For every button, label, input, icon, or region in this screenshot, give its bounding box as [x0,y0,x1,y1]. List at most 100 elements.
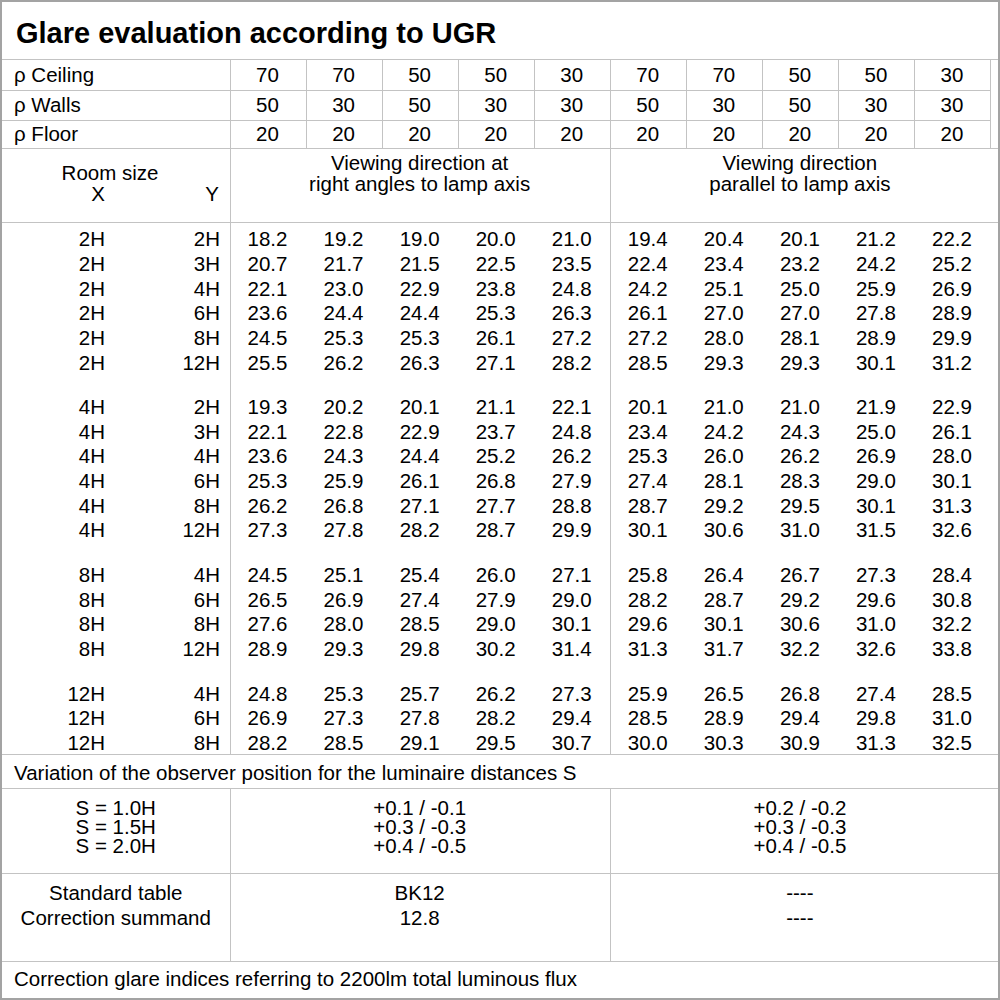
ugr-value: 28.5 [610,351,686,376]
ugr-value: 30.0 [610,731,686,756]
ugr-value: 28.5 [306,731,382,756]
ugr-value: 26.0 [686,444,762,469]
ugr-value: 21.7 [306,252,382,277]
room-x-value: 8H [2,563,105,588]
ugr-value: 22.1 [534,395,610,420]
reflectance-value: 30 [534,59,610,90]
reflectance-value: 20 [230,120,306,149]
ugr-value: 30.1 [838,494,914,519]
ugr-value: 21.5 [382,252,458,277]
reflectance-value: 30 [686,90,762,120]
room-y-value: 3H [105,420,230,445]
ugr-value: 24.5 [230,326,306,351]
ugr-value: 26.1 [914,420,990,445]
standard-value: ---- [610,880,990,905]
ugr-value: 28.2 [382,518,458,543]
ugr-value: 22.5 [458,252,534,277]
room-x-value: 2H [2,301,105,326]
room-y-value: 8H [105,494,230,519]
ugr-value: 26.2 [230,494,306,519]
ugr-value: 27.3 [838,563,914,588]
ugr-value: 28.4 [914,563,990,588]
ugr-value: 20.4 [686,227,762,252]
ugr-value: 19.4 [610,227,686,252]
reflectance-value: 30 [914,59,990,90]
ugr-value: 29.9 [534,518,610,543]
reflectance-value: 30 [838,90,914,120]
reflectance-value: 50 [382,59,458,90]
ugr-value: 29.6 [838,588,914,613]
reflectance-value: 20 [610,120,686,149]
table-row: 8H 12H 28.929.329.830.231.431.331.732.23… [2,637,990,662]
ugr-value: 26.2 [534,444,610,469]
ugr-value: 25.1 [686,277,762,302]
ugr-value: 21.0 [686,395,762,420]
room-y-value: 4H [105,682,230,707]
ugr-value: 25.0 [838,420,914,445]
table-row: 12H 6H 26.927.327.828.229.428.528.929.42… [2,706,990,731]
ugr-value: 23.5 [534,252,610,277]
divider [2,222,998,223]
table-row: 2H 3H 20.721.721.522.523.522.423.423.224… [2,252,990,277]
reflectance-value: 20 [914,120,990,149]
room-x-value: 4H [2,518,105,543]
ugr-value: 24.3 [762,420,838,445]
table-row: 8H 4H 24.525.125.426.027.125.826.426.727… [2,563,990,588]
room-y-value: 6H [105,706,230,731]
reflectance-value: 20 [382,120,458,149]
room-y-value: 3H [105,252,230,277]
ugr-value: 26.1 [382,469,458,494]
room-y-value: 4H [105,277,230,302]
ugr-value: 24.8 [534,420,610,445]
ugr-value: 27.4 [382,588,458,613]
ugr-value: 29.9 [914,326,990,351]
reflectance-value: 20 [762,120,838,149]
ugr-value: 26.0 [458,563,534,588]
ugr-value: 27.1 [458,351,534,376]
ugr-value: 29.2 [762,588,838,613]
ugr-value: 19.0 [382,227,458,252]
ugr-value: 21.1 [458,395,534,420]
standard-label: Correction summand [2,905,230,930]
ugr-value: 25.5 [230,351,306,376]
room-x-value: 2H [2,252,105,277]
ugr-value: 31.2 [914,351,990,376]
reflectance-value: 70 [230,59,306,90]
ugr-value: 25.3 [382,326,458,351]
ugr-value: 30.6 [762,612,838,637]
ugr-value: 29.5 [458,731,534,756]
ugr-value: 24.3 [306,444,382,469]
ugr-value: 26.1 [610,301,686,326]
ugr-value: 20.2 [306,395,382,420]
room-x-value: 8H [2,612,105,637]
ugr-value: 26.2 [762,444,838,469]
ugr-value: 23.6 [230,301,306,326]
table-row: 2H 2H 18.219.219.020.021.019.420.420.121… [2,227,990,252]
ugr-value: 28.0 [686,326,762,351]
ugr-value: 25.4 [382,563,458,588]
ugr-value: 22.9 [382,420,458,445]
room-y-value: 12H [105,351,230,376]
room-x-value: 2H [2,326,105,351]
reflectance-value: 50 [762,59,838,90]
ugr-value: 30.1 [838,351,914,376]
ugr-value: 25.0 [762,277,838,302]
ugr-value: 24.5 [230,563,306,588]
ugr-value: 27.4 [838,682,914,707]
room-x-value: 12H [2,682,105,707]
ugr-value: 28.1 [762,326,838,351]
ugr-value: 27.8 [382,706,458,731]
ugr-value: 25.8 [610,563,686,588]
table-row: 4H 4H 23.624.324.425.226.225.326.026.226… [2,444,990,469]
room-y-value: 8H [105,612,230,637]
reflectance-label: ρ Floor [14,120,78,149]
table-row: 4H 12H 27.327.828.228.729.930.130.631.03… [2,518,990,543]
ugr-value: 31.3 [838,731,914,756]
ugr-value: 26.7 [762,563,838,588]
reflectance-value: 70 [686,59,762,90]
ugr-value: 31.0 [762,518,838,543]
spacing-labels: S = 1.0HS = 1.5HS = 2.0H [2,798,230,855]
standard-label: Standard table [2,880,230,905]
ugr-value: 21.0 [762,395,838,420]
ugr-value: 24.4 [306,301,382,326]
